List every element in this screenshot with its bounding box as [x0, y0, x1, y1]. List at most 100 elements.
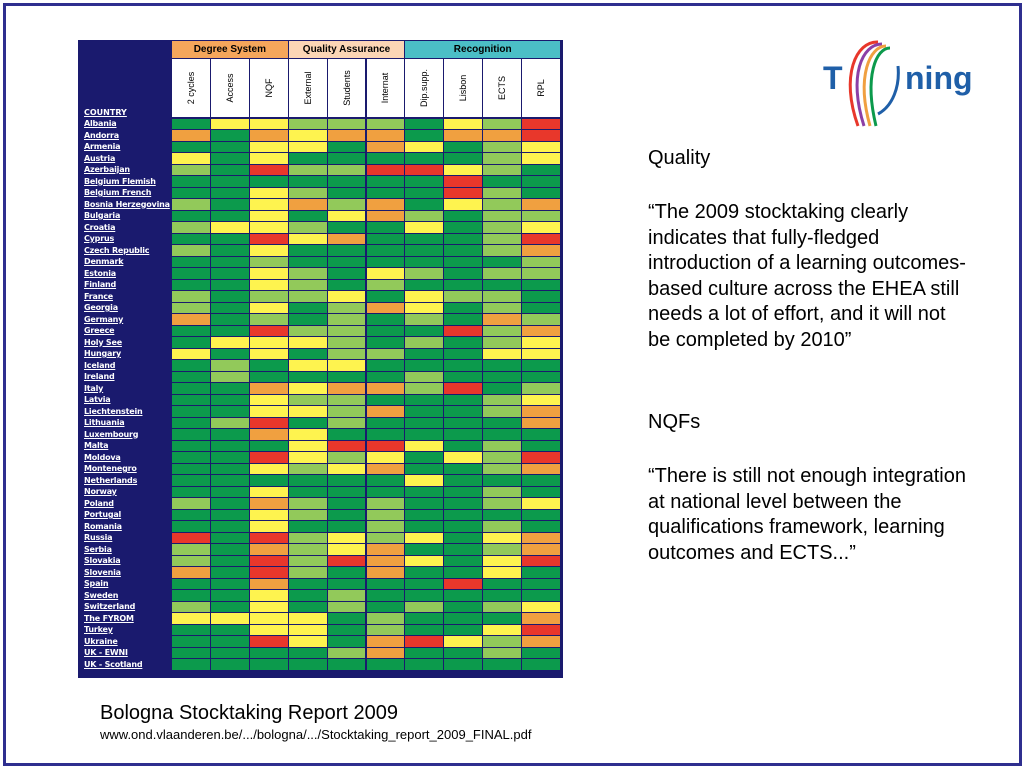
country-label: Ukraine	[84, 636, 118, 646]
score-cell	[405, 199, 444, 210]
score-cell	[522, 613, 560, 624]
score-cell	[288, 314, 327, 325]
country-label: Spain	[84, 579, 109, 588]
score-cell	[366, 486, 405, 497]
country-label: Latvia	[84, 395, 111, 404]
score-cell	[522, 291, 560, 302]
score-cell	[522, 636, 560, 647]
score-cell	[327, 176, 366, 187]
score-cell	[172, 325, 210, 336]
score-cell	[327, 256, 366, 267]
score-cell	[483, 624, 522, 635]
score-cell	[405, 130, 444, 141]
country-label: Switzerland	[84, 602, 136, 611]
score-cell	[249, 463, 288, 474]
score-cell	[327, 613, 366, 624]
score-cell	[522, 498, 560, 509]
country-label: Netherlands	[84, 475, 138, 485]
score-cell	[444, 394, 483, 405]
score-cell	[327, 279, 366, 290]
score-cell	[249, 613, 288, 624]
score-cell	[366, 199, 405, 210]
score-cell	[444, 578, 483, 589]
score-cell	[366, 371, 405, 382]
score-cell	[172, 555, 210, 566]
score-cell	[405, 521, 444, 532]
score-cell	[210, 486, 249, 497]
source-url: www.ond.vlaanderen.be/.../bologna/.../St…	[100, 727, 532, 742]
score-cell	[444, 337, 483, 348]
score-cell	[249, 233, 288, 244]
score-cell	[172, 406, 210, 417]
score-cell	[366, 164, 405, 175]
score-cell	[483, 371, 522, 382]
score-cell	[172, 153, 210, 164]
score-cell	[366, 233, 405, 244]
score-cell	[288, 222, 327, 233]
score-cell	[327, 624, 366, 635]
score-cell	[444, 532, 483, 543]
score-cell	[366, 532, 405, 543]
column-header-label: ECTS	[497, 75, 508, 101]
score-cell	[288, 279, 327, 290]
score-cell	[172, 233, 210, 244]
score-cell	[327, 452, 366, 463]
score-cell	[249, 291, 288, 302]
score-cell	[210, 532, 249, 543]
score-cell	[444, 417, 483, 428]
quality-quote: “The 2009 stocktaking clearly indicates …	[648, 201, 966, 351]
score-cell	[444, 153, 483, 164]
score-cell	[444, 360, 483, 371]
score-cell	[405, 187, 444, 198]
score-cell	[288, 636, 327, 647]
score-cell	[288, 130, 327, 141]
score-cell	[522, 222, 560, 233]
score-cell	[172, 486, 210, 497]
country-label: Croatia	[84, 222, 116, 232]
score-cell	[522, 509, 560, 520]
score-cell	[444, 371, 483, 382]
score-cell	[405, 233, 444, 244]
score-cell	[172, 187, 210, 198]
score-cell	[366, 291, 405, 302]
country-label: Serbia	[84, 544, 112, 554]
score-cell	[327, 659, 366, 670]
score-cell	[444, 429, 483, 440]
score-cell	[172, 279, 210, 290]
country-label: Italy	[84, 383, 104, 393]
score-cell	[405, 509, 444, 520]
score-cell	[249, 394, 288, 405]
column-header-label: NQF	[263, 78, 274, 98]
score-cell	[405, 532, 444, 543]
score-cell	[249, 325, 288, 336]
score-cell	[249, 406, 288, 417]
score-cell	[366, 245, 405, 256]
score-cell	[288, 302, 327, 313]
score-cell	[522, 210, 560, 221]
score-cell	[405, 337, 444, 348]
country-label: Romania	[84, 521, 122, 531]
score-cell	[249, 302, 288, 313]
score-cell	[366, 555, 405, 566]
group-header-recognition: Recognition	[405, 41, 560, 58]
score-cell	[210, 222, 249, 233]
score-cell	[483, 279, 522, 290]
score-cell	[172, 337, 210, 348]
score-cell	[288, 245, 327, 256]
score-cell	[405, 325, 444, 336]
score-cell	[522, 417, 560, 428]
score-cell	[483, 659, 522, 670]
score-cell	[249, 440, 288, 451]
score-cell	[522, 647, 560, 658]
score-cell	[483, 233, 522, 244]
score-cell	[522, 187, 560, 198]
score-cell	[327, 153, 366, 164]
score-cell	[483, 429, 522, 440]
country-label: Germany	[84, 314, 124, 324]
score-cell	[172, 532, 210, 543]
country-label: Turkey	[84, 625, 113, 634]
score-cell	[172, 636, 210, 647]
score-cell	[522, 521, 560, 532]
score-cell	[405, 245, 444, 256]
score-cell	[444, 624, 483, 635]
